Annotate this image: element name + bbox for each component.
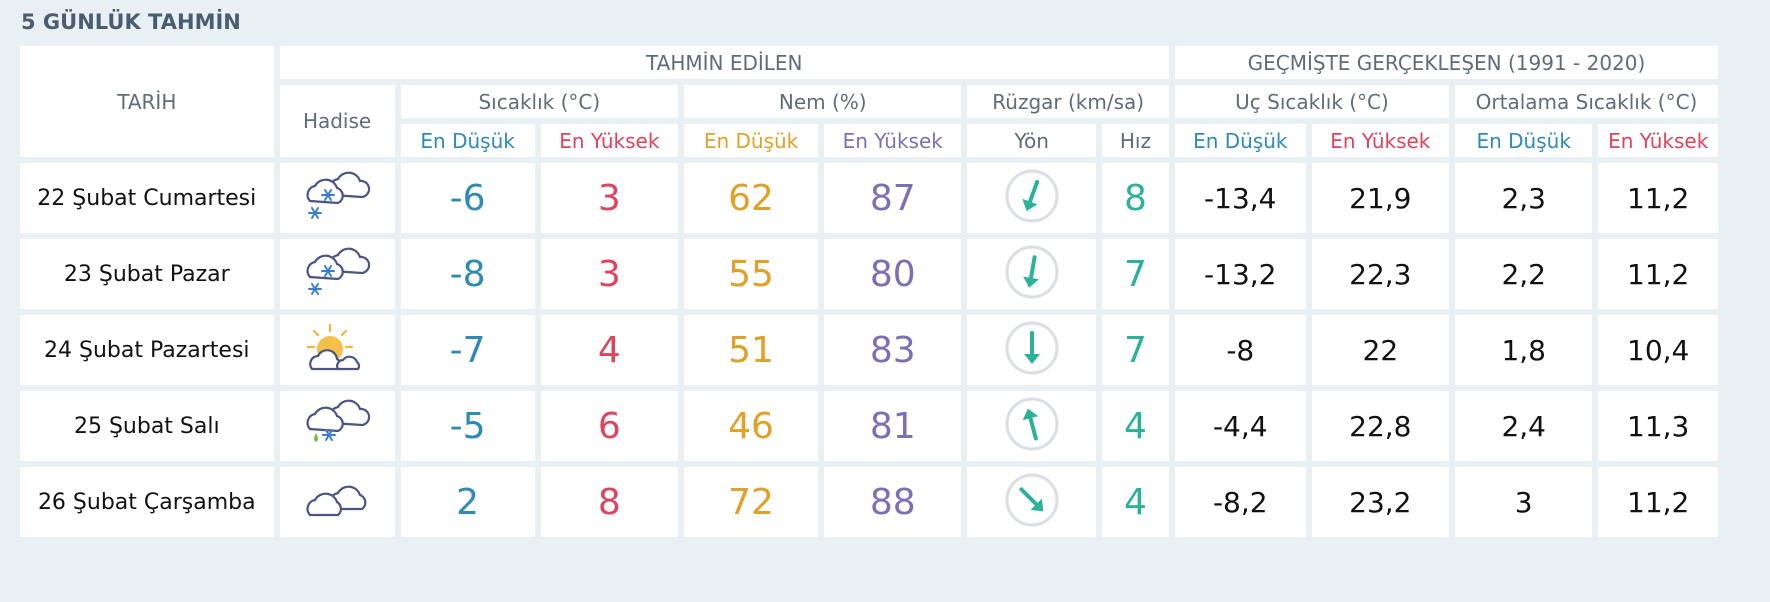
date-cell: 23 Şubat Pazar	[20, 239, 274, 309]
weather-cell	[279, 315, 395, 385]
ext-min-value: -8	[1174, 315, 1306, 385]
hum-min-value: 72	[684, 467, 819, 537]
wind-direction-arrow-icon	[1002, 394, 1062, 454]
avg-max-value: 11,2	[1598, 467, 1718, 537]
wind-direction-arrow-icon	[1002, 470, 1062, 530]
subheader-wind-speed: Hız	[1101, 124, 1169, 157]
subheader-ext-min: En Düşük	[1174, 124, 1306, 157]
avg-max-value: 10,4	[1598, 315, 1718, 385]
hum-min-value: 62	[684, 163, 819, 233]
ext-min-value: -8,2	[1174, 467, 1306, 537]
date-cell: 26 Şubat Çarşamba	[20, 467, 274, 537]
header-sicaklik: Sıcaklık (°C)	[400, 85, 679, 118]
date-cell: 24 Şubat Pazartesi	[20, 315, 274, 385]
ext-min-value: -13,2	[1174, 239, 1306, 309]
table-row: 26 Şubat Çarşamba 2 8 72 88 4 -8,2 23,2 3 11,2	[20, 467, 1718, 537]
snow-cloud-icon	[302, 165, 372, 227]
temp-min-value: -5	[400, 391, 535, 461]
weather-cell	[279, 239, 395, 309]
subheader-temp-min: En Düşük	[400, 124, 535, 157]
ext-max-value: 22,8	[1311, 391, 1450, 461]
wind-direction-cell	[967, 239, 1096, 309]
hum-max-value: 88	[824, 467, 962, 537]
header-uc-sicaklik: Uç Sıcaklık (°C)	[1174, 85, 1450, 118]
wind-direction-cell	[967, 315, 1096, 385]
temp-max-value: 3	[540, 239, 679, 309]
hum-max-value: 83	[824, 315, 962, 385]
ext-max-value: 21,9	[1311, 163, 1450, 233]
subheader-hum-min: En Düşük	[684, 124, 819, 157]
page-title: 5 GÜNLÜK TAHMİN	[21, 10, 241, 34]
wind-direction-arrow-icon	[1002, 166, 1062, 226]
subheader-avg-max: En Yüksek	[1598, 124, 1718, 157]
hum-min-value: 55	[684, 239, 819, 309]
temp-min-value: 2	[400, 467, 535, 537]
sleet-cloud-icon	[302, 393, 372, 455]
table-row: 25 Şubat Salı -5 6 46 81 4 -4,4 22,8 2,4 11,3	[20, 391, 1718, 461]
ext-min-value: -4,4	[1174, 391, 1306, 461]
wind-direction-cell	[967, 467, 1096, 537]
weather-cell	[279, 163, 395, 233]
ext-max-value: 22	[1311, 315, 1450, 385]
temp-max-value: 6	[540, 391, 679, 461]
avg-max-value: 11,2	[1598, 239, 1718, 309]
sun-cloud-icon	[302, 317, 372, 379]
table-row: 22 Şubat Cumartesi -6 3 62 87 8 -13,4 21,9 2,3 11…	[20, 163, 1718, 233]
avg-min-value: 3	[1455, 467, 1593, 537]
ext-max-value: 23,2	[1311, 467, 1450, 537]
avg-min-value: 1,8	[1455, 315, 1593, 385]
header-nem: Nem (%)	[684, 85, 962, 118]
avg-max-value: 11,2	[1598, 163, 1718, 233]
avg-min-value: 2,2	[1455, 239, 1593, 309]
weather-cell	[279, 391, 395, 461]
ext-max-value: 22,3	[1311, 239, 1450, 309]
wind-direction-cell	[967, 163, 1096, 233]
subheader-avg-min: En Düşük	[1455, 124, 1593, 157]
temp-min-value: -6	[400, 163, 535, 233]
hum-min-value: 46	[684, 391, 819, 461]
table-row: 24 Şubat Pazartesi -7 4 51 83 7 -8 22 1,8 10,4	[20, 315, 1718, 385]
header-ruzgar: Rüzgar (km/sa)	[967, 85, 1169, 118]
temp-max-value: 4	[540, 315, 679, 385]
wind-direction-arrow-icon	[1002, 242, 1062, 302]
header-ortalama-sicaklik: Ortalama Sıcaklık (°C)	[1455, 85, 1718, 118]
header-gecmis: GEÇMİŞTE GERÇEKLEŞEN (1991 - 2020)	[1174, 46, 1718, 79]
cloud-icon	[302, 469, 372, 531]
wind-direction-cell	[967, 391, 1096, 461]
wind-direction-arrow-icon	[1002, 318, 1062, 378]
subheader-hum-max: En Yüksek	[824, 124, 962, 157]
temp-min-value: -7	[400, 315, 535, 385]
header-tarih: TARİH	[20, 46, 274, 157]
hum-max-value: 81	[824, 391, 962, 461]
wind-speed-value: 7	[1101, 315, 1169, 385]
header-hadise: Hadise	[279, 85, 395, 157]
subheader-wind-dir: Yön	[967, 124, 1096, 157]
header-tahmin: TAHMİN EDİLEN	[279, 46, 1169, 79]
subheader-ext-max: En Yüksek	[1311, 124, 1450, 157]
avg-min-value: 2,4	[1455, 391, 1593, 461]
date-cell: 22 Şubat Cumartesi	[20, 163, 274, 233]
hum-max-value: 87	[824, 163, 962, 233]
hum-max-value: 80	[824, 239, 962, 309]
date-cell: 25 Şubat Salı	[20, 391, 274, 461]
ext-min-value: -13,4	[1174, 163, 1306, 233]
wind-speed-value: 4	[1101, 467, 1169, 537]
wind-speed-value: 8	[1101, 163, 1169, 233]
weather-cell	[279, 467, 395, 537]
forecast-table: TARİH TAHMİN EDİLEN GEÇMİŞTE GERÇEKLEŞEN…	[14, 40, 1724, 543]
hum-min-value: 51	[684, 315, 819, 385]
temp-max-value: 3	[540, 163, 679, 233]
wind-speed-value: 4	[1101, 391, 1169, 461]
temp-max-value: 8	[540, 467, 679, 537]
wind-speed-value: 7	[1101, 239, 1169, 309]
snow-cloud-icon	[302, 241, 372, 303]
subheader-temp-max: En Yüksek	[540, 124, 679, 157]
avg-min-value: 2,3	[1455, 163, 1593, 233]
temp-min-value: -8	[400, 239, 535, 309]
avg-max-value: 11,3	[1598, 391, 1718, 461]
table-row: 23 Şubat Pazar -8 3 55 80 7 -13,2 22,3 2,2 11,2	[20, 239, 1718, 309]
